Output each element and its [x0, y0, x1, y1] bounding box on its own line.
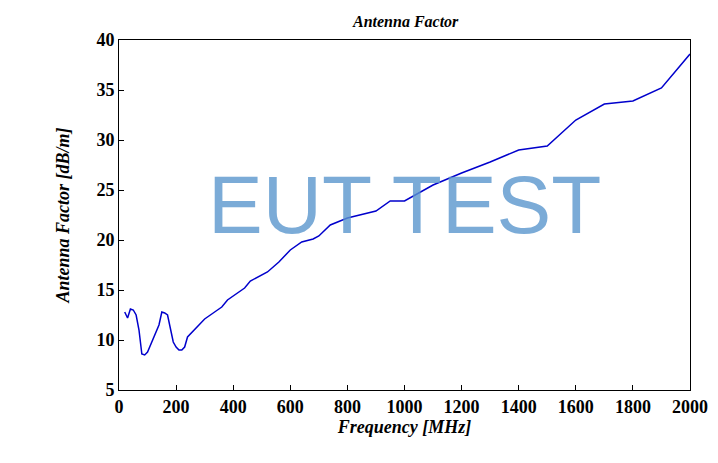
svg-text:15: 15	[96, 280, 114, 300]
svg-text:Antenna Factor [dB/m]: Antenna Factor [dB/m]	[53, 127, 73, 303]
svg-text:10: 10	[96, 330, 114, 350]
svg-text:Antenna Factor: Antenna Factor	[352, 13, 459, 30]
svg-text:40: 40	[96, 30, 114, 50]
svg-text:1000: 1000	[387, 397, 423, 417]
svg-text:1400: 1400	[501, 397, 537, 417]
svg-text:1600: 1600	[558, 397, 594, 417]
svg-text:0: 0	[115, 397, 124, 417]
svg-text:800: 800	[334, 397, 361, 417]
svg-text:2000: 2000	[672, 397, 708, 417]
svg-text:Frequency [MHz]: Frequency [MHz]	[337, 417, 472, 437]
svg-text:600: 600	[277, 397, 304, 417]
svg-text:1800: 1800	[615, 397, 651, 417]
svg-text:200: 200	[163, 397, 190, 417]
svg-text:30: 30	[96, 130, 114, 150]
svg-text:35: 35	[96, 80, 114, 100]
svg-text:5: 5	[105, 380, 114, 400]
svg-text:1200: 1200	[444, 397, 480, 417]
svg-text:EUT TEST: EUT TEST	[208, 159, 601, 250]
svg-text:400: 400	[220, 397, 247, 417]
svg-text:20: 20	[96, 230, 114, 250]
svg-text:25: 25	[96, 180, 114, 200]
